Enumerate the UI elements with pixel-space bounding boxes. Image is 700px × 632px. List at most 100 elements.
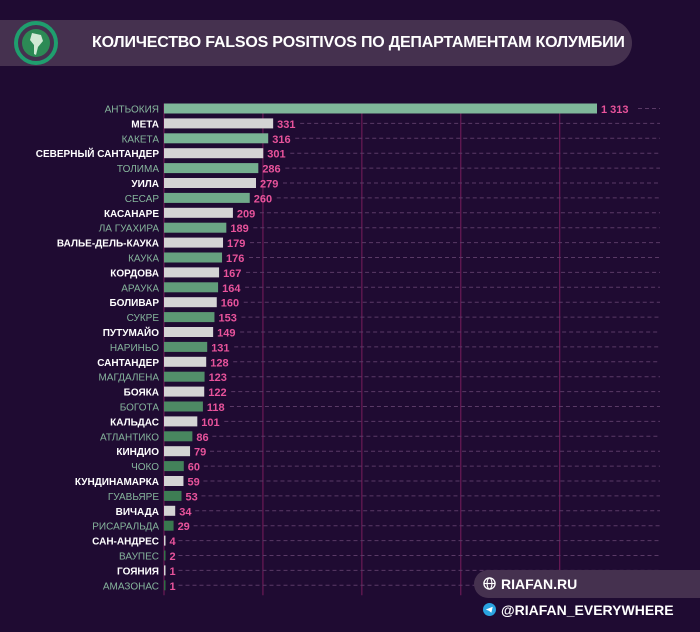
category-label: СЕВЕРНЫЙ САНТАНДЕР (36, 147, 160, 160)
value-label: 286 (262, 164, 280, 176)
value-label: 29 (178, 521, 190, 533)
bar (164, 356, 207, 367)
value-label: 79 (194, 447, 206, 459)
category-label: АМАЗОНАС (103, 581, 159, 592)
value-label: 1 (170, 581, 176, 593)
value-label: 316 (272, 134, 290, 146)
value-label: 34 (179, 506, 192, 518)
title-banner (0, 20, 632, 66)
bar (164, 490, 182, 501)
category-label: КАКЕТА (122, 134, 160, 145)
bar (164, 207, 233, 218)
bar (164, 312, 215, 323)
telegram-icon (483, 603, 496, 616)
globe-logo-icon (14, 21, 58, 65)
category-label: НАРИНЬО (110, 343, 159, 354)
bar (164, 550, 166, 561)
value-label: 279 (260, 179, 278, 191)
category-label: САНТАНДЕР (97, 358, 159, 369)
bar (164, 565, 166, 576)
category-label: ВАЛЬЕ-ДЕЛЬ-КАУКА (57, 239, 159, 250)
globe-icon (483, 577, 496, 590)
site-badge (474, 570, 700, 598)
bar (164, 520, 174, 531)
category-label: УИЛА (131, 179, 159, 190)
bar (164, 133, 269, 144)
bar (164, 476, 184, 486)
category-label: ГУАВЬЯРЕ (108, 492, 159, 503)
category-label: СЕСАР (125, 194, 160, 205)
bar (164, 416, 198, 427)
bar (164, 267, 220, 278)
category-label: БОЛИВАР (109, 298, 159, 309)
bar (164, 103, 597, 114)
value-label: 86 (196, 432, 208, 444)
bar (164, 401, 203, 412)
value-label: 189 (230, 223, 248, 235)
category-label: СУКРЕ (127, 313, 160, 324)
value-label: 118 (207, 402, 225, 414)
bar (164, 535, 166, 546)
bar (164, 431, 193, 442)
category-label: КИНДИО (116, 447, 159, 458)
category-label: АНТЬОКИЯ (105, 105, 159, 116)
bar (164, 222, 227, 233)
category-label: РИСАРАЛЬДА (92, 522, 159, 533)
category-label: КАУКА (128, 254, 159, 265)
value-label: 101 (201, 417, 219, 429)
bar (164, 461, 184, 472)
value-label: 59 (187, 477, 199, 489)
bar (164, 252, 223, 263)
value-label: 164 (222, 283, 241, 295)
category-label: ГОЯНИЯ (117, 566, 159, 577)
value-label: 209 (237, 208, 255, 220)
category-label: БОЯКА (124, 388, 159, 399)
value-label: 153 (218, 313, 236, 325)
category-label: КОРДОВА (110, 268, 159, 279)
category-label: КАСАНАРЕ (104, 209, 159, 220)
telegram-link[interactable]: @RIAFAN_EVERYWHERE (501, 602, 674, 618)
bar (164, 178, 257, 188)
category-label: КАЛЬДАС (110, 417, 159, 428)
category-label: ВАУПЕС (119, 552, 159, 563)
value-label: 2 (170, 551, 176, 563)
value-label: 53 (185, 491, 197, 503)
category-label: ВИЧАДА (116, 507, 159, 518)
category-label: МАГДАЛЕНА (98, 373, 159, 384)
value-label: 123 (209, 372, 227, 384)
bar (164, 282, 219, 293)
bar (164, 237, 224, 248)
bar (164, 148, 264, 159)
bar (164, 163, 259, 174)
value-label: 128 (210, 357, 228, 369)
value-label: 179 (227, 238, 245, 250)
value-label: 1 313 (601, 104, 629, 116)
value-label: 260 (254, 193, 272, 205)
bar (164, 505, 176, 516)
value-label: 4 (170, 536, 177, 548)
category-label: ПУТУМАЙО (103, 326, 159, 339)
bar (164, 297, 217, 308)
category-label: БОГОТА (120, 403, 160, 414)
category-label: КУНДИНАМАРКА (75, 477, 159, 488)
value-label: 149 (217, 328, 235, 340)
category-label: АТЛАНТИКО (100, 432, 159, 443)
site-link[interactable]: RIAFAN.RU (501, 576, 578, 592)
value-label: 167 (223, 268, 241, 280)
value-label: 60 (188, 462, 200, 474)
value-label: 301 (267, 149, 285, 161)
value-label: 122 (208, 387, 226, 399)
bar (164, 327, 214, 337)
bar (164, 341, 208, 352)
category-label: ТОЛИМА (117, 164, 159, 175)
value-label: 176 (226, 253, 244, 265)
value-label: 1 (170, 566, 176, 578)
value-label: 131 (211, 342, 229, 354)
page-title: КОЛИЧЕСТВО FALSOS POSITIVOS ПО ДЕПАРТАМЕ… (92, 34, 625, 51)
category-label: МЕТА (131, 119, 159, 130)
category-label: ЛА ГУАХИРА (99, 224, 160, 235)
bar (164, 371, 205, 382)
bar (164, 192, 250, 203)
